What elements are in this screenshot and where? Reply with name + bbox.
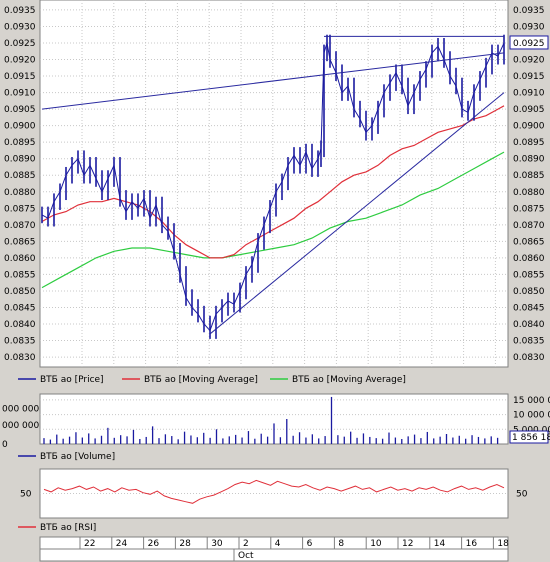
date-label: 30 bbox=[211, 539, 223, 549]
price-tick-right: 0.0880 bbox=[513, 188, 545, 198]
price-panel: 0.0830 0.0830 0.0835 0.0835 0.0840 0.0840 0.08… bbox=[4, 0, 549, 385]
price-tick-left: 0.0915 bbox=[4, 72, 36, 82]
volume-value-box bbox=[509, 430, 549, 444]
price-tick-left: 0.0850 bbox=[4, 287, 36, 297]
rsi-panel: 50 50 ВТБ ао [RSI] bbox=[18, 468, 528, 533]
date-label: 2 bbox=[243, 539, 249, 549]
trendline bbox=[209, 92, 505, 335]
rsi-line bbox=[43, 479, 505, 504]
price-tick-left: 0.0900 bbox=[4, 122, 36, 132]
price-tick-right: 0.0840 bbox=[513, 320, 545, 330]
price-tick-right: 0.0835 bbox=[513, 337, 545, 347]
date-label: 14 bbox=[434, 539, 446, 549]
price-tick-right: 0.0845 bbox=[513, 303, 545, 313]
date-label: 24 bbox=[116, 539, 128, 549]
price-tick-left: 0.0895 bbox=[4, 138, 36, 148]
ma-slow-line bbox=[41, 151, 505, 289]
price-tick-right: 0.0910 bbox=[513, 89, 545, 99]
price-tick-left: 0.0840 bbox=[4, 320, 36, 330]
price-tick-right: 0.0855 bbox=[513, 270, 545, 280]
legend-label: ВТБ ао [RSI] bbox=[40, 523, 96, 533]
legend-label: ВТБ ао [Volume] bbox=[40, 452, 115, 462]
price-tick-left: 0.0845 bbox=[4, 303, 36, 313]
legend-label: ВТБ ао [Moving Average] bbox=[144, 375, 258, 385]
price-tick-left: 0.0865 bbox=[4, 237, 36, 247]
date-label: 26 bbox=[148, 539, 160, 549]
last-price-label: 0.0925 bbox=[513, 39, 545, 49]
price-tick-left: 0.0905 bbox=[4, 105, 36, 115]
price-tick-left: 0.0910 bbox=[4, 89, 36, 99]
price-tick-right: 0.0860 bbox=[513, 254, 545, 264]
volume-tick-left: 000 000 bbox=[2, 421, 39, 431]
volume-tick-left: 0 bbox=[2, 440, 8, 450]
price-tick-right: 0.0870 bbox=[513, 221, 545, 231]
price-tick-left: 0.0860 bbox=[4, 254, 36, 264]
volume-tick-left: 000 000 bbox=[2, 405, 39, 415]
price-tick-left: 0.0930 bbox=[4, 22, 36, 32]
price-tick-left: 0.0925 bbox=[4, 39, 36, 49]
price-tick-right: 0.0885 bbox=[513, 171, 545, 181]
price-plot-area bbox=[39, 0, 509, 368]
date-label: 16 bbox=[466, 539, 478, 549]
volume-panel: 5 000 000 10 000 000 15 000 000 000 000 000 … bbox=[2, 393, 550, 462]
date-label: 22 bbox=[84, 539, 95, 549]
price-tick-right: 0.0850 bbox=[513, 287, 545, 297]
price-tick-right: 0.0935 bbox=[513, 6, 545, 16]
price-tick-right: 0.0875 bbox=[513, 204, 545, 214]
price-tick-left: 0.0875 bbox=[4, 204, 36, 214]
month-row bbox=[39, 548, 509, 562]
price-tick-right: 0.0865 bbox=[513, 237, 545, 247]
price-tick-left: 0.0890 bbox=[4, 155, 36, 165]
rsi-tick-left: 50 bbox=[20, 490, 32, 500]
price-tick-left: 0.0835 bbox=[4, 337, 36, 347]
legend-label: ВТБ ао [Moving Average] bbox=[292, 375, 406, 385]
price-tick-right: 0.0920 bbox=[513, 56, 545, 66]
price-tick-left: 0.0935 bbox=[4, 6, 36, 16]
price-tick-left: 0.0870 bbox=[4, 221, 36, 231]
price-tick-left: 0.0885 bbox=[4, 171, 36, 181]
date-label: 8 bbox=[338, 539, 344, 549]
price-tick-right: 0.0930 bbox=[513, 22, 545, 32]
date-label: 12 bbox=[402, 539, 413, 549]
price-tick-right: 0.0895 bbox=[513, 138, 545, 148]
price-tick-right: 0.0900 bbox=[513, 122, 545, 132]
price-tick-right: 0.0890 bbox=[513, 155, 545, 165]
month-label: Oct bbox=[238, 551, 254, 561]
price-tick-right: 0.0830 bbox=[513, 353, 545, 363]
price-tick-left: 0.0855 bbox=[4, 270, 36, 280]
date-label: 6 bbox=[307, 539, 313, 549]
price-tick-left: 0.0920 bbox=[4, 56, 36, 66]
volume-tick-right: 15 000 000 bbox=[513, 396, 550, 406]
volume-tick-right: 5 000 000 bbox=[513, 425, 550, 435]
volume-value-label: 1 856 18 bbox=[512, 433, 550, 443]
date-label: 18 bbox=[497, 539, 509, 549]
legend-label: ВТБ ао [Price] bbox=[40, 375, 104, 385]
price-line bbox=[41, 42, 505, 332]
price-tick-right: 0.0915 bbox=[513, 72, 545, 82]
price-tick-left: 0.0830 bbox=[4, 353, 36, 363]
trendline bbox=[41, 52, 505, 110]
volume-tick-right: 10 000 000 bbox=[513, 411, 550, 421]
price-tick-right: 0.0905 bbox=[513, 105, 545, 115]
date-label: 28 bbox=[179, 539, 191, 549]
price-tick-left: 0.0880 bbox=[4, 188, 36, 198]
last-price-box bbox=[509, 35, 549, 50]
date-label: 10 bbox=[370, 539, 382, 549]
rsi-tick-right: 50 bbox=[516, 490, 528, 500]
date-label: 4 bbox=[275, 539, 281, 549]
